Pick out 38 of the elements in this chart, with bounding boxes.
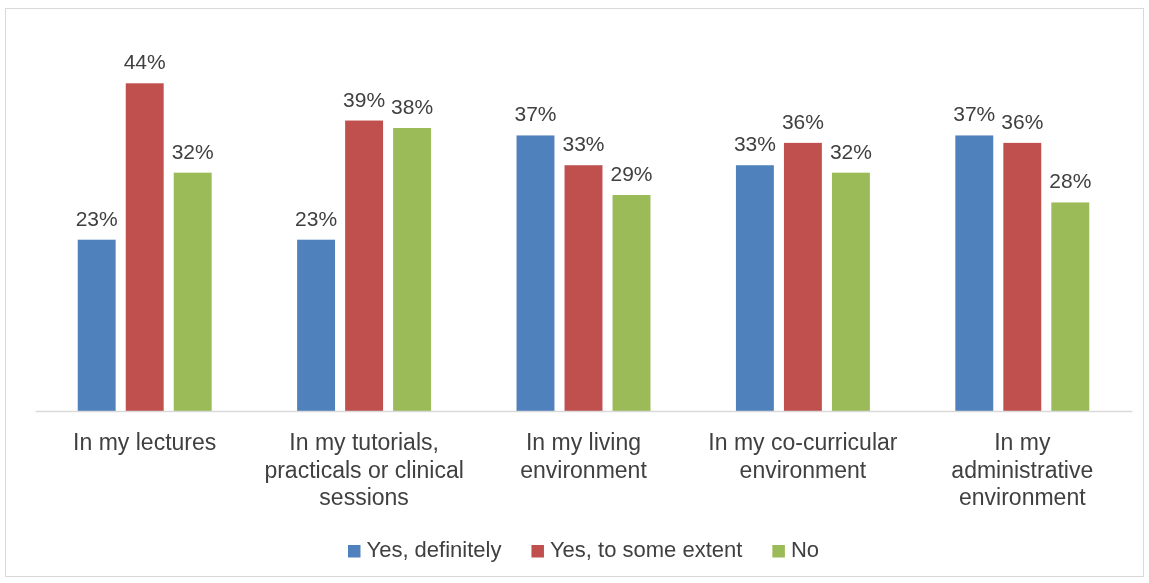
bar (1051, 202, 1090, 411)
x-tick-label: In my tutorials, practicals or clinical sessions (264, 429, 464, 510)
data-label: 33% (733, 132, 776, 156)
bar (831, 172, 870, 411)
data-label: 44% (123, 50, 166, 74)
data-label: 32% (171, 139, 214, 163)
bar (297, 239, 336, 411)
bar (393, 127, 432, 411)
bar (612, 195, 651, 411)
bar (783, 142, 822, 411)
legend-label: No (790, 537, 819, 562)
bar (564, 165, 603, 411)
data-label: 38% (391, 94, 434, 118)
bar (345, 120, 384, 411)
data-label: 33% (562, 132, 605, 156)
data-label: 37% (514, 102, 557, 126)
x-tick-label: In my lectures (73, 429, 217, 455)
data-label: 29% (610, 162, 653, 186)
data-label: 32% (829, 139, 872, 163)
data-label: 37% (953, 102, 996, 126)
legend-label: Yes, definitely (366, 537, 502, 562)
bar (955, 135, 994, 411)
data-label: 23% (75, 206, 118, 230)
data-label: 28% (1049, 169, 1092, 193)
bar (125, 83, 164, 411)
bar (735, 165, 774, 411)
bar (77, 239, 116, 411)
legend-label: Yes, to some extent (549, 537, 743, 562)
x-tick-label: In my administrative environment (951, 429, 1094, 510)
bar (516, 135, 555, 411)
bar (1003, 142, 1042, 411)
data-label: 36% (781, 109, 824, 133)
x-tick-label: In my living environment (520, 429, 648, 483)
data-label: 36% (1001, 109, 1044, 133)
bar (173, 172, 212, 411)
data-label: 23% (295, 206, 338, 230)
x-tick-label: In my co-curricular environment (708, 429, 898, 483)
data-label: 39% (343, 87, 386, 111)
